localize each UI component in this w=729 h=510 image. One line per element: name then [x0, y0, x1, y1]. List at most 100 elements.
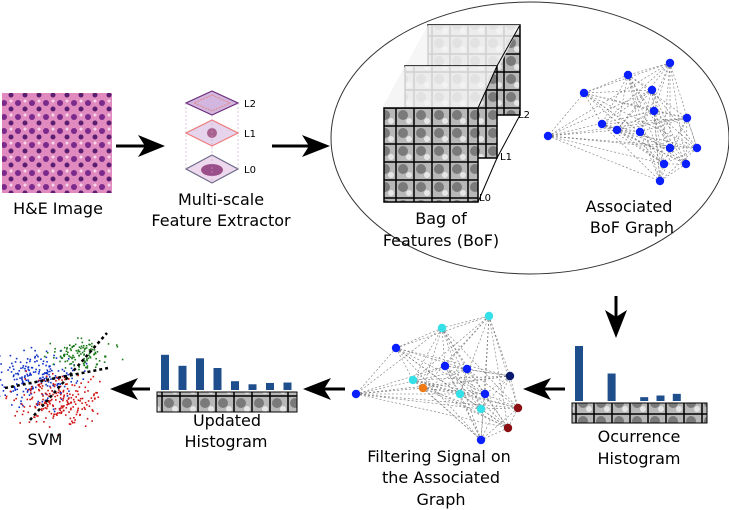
bof-level-l1: L1 — [500, 152, 512, 163]
svm-point-red — [79, 397, 82, 400]
svm-point-red — [37, 415, 39, 417]
bof-graph-edge — [547, 89, 653, 137]
svm-point-red — [55, 380, 57, 382]
svm-point-green — [65, 350, 68, 353]
svm-point-blue — [40, 381, 43, 384]
svm-point-red — [40, 408, 43, 410]
svm-point-red — [58, 400, 61, 403]
svm-point-blue — [2, 390, 5, 392]
arrow-updated-to-svm — [110, 378, 150, 400]
svm-point-blue — [46, 369, 49, 372]
bof-graph-edge — [616, 129, 665, 165]
svm-point-red — [84, 425, 87, 428]
svm-point-blue — [25, 361, 28, 364]
svm-point-red — [38, 383, 41, 386]
svm-point-green — [107, 343, 110, 345]
svm-point-red — [23, 394, 26, 396]
svm-point-blue — [17, 373, 20, 376]
svm-point-green — [86, 366, 88, 369]
svm-point-green — [82, 346, 84, 349]
svm-scatter — [0, 337, 124, 437]
svm-point-blue — [75, 382, 78, 384]
svm-point-green — [88, 354, 90, 357]
svm-point-green — [91, 345, 93, 348]
svm-point-blue — [67, 358, 70, 360]
svm-point-red — [52, 383, 55, 385]
svm-point-green — [75, 349, 78, 352]
svm-point-red — [84, 391, 86, 393]
svm-point-blue — [36, 354, 38, 356]
svm-point-red — [30, 387, 33, 390]
bof-graph-edge — [639, 131, 687, 165]
svm-point-red — [64, 414, 67, 416]
svm-point-red — [96, 412, 99, 415]
svm-point-blue — [13, 385, 16, 388]
svm-point-green — [80, 337, 83, 340]
bof-graph-edge — [686, 117, 698, 149]
filtering-graph-edge — [355, 393, 519, 409]
svm-point-green — [121, 358, 124, 361]
svm-point-green — [94, 352, 97, 355]
svm-point-red — [55, 392, 57, 395]
svm-point-red — [54, 395, 56, 398]
filtering-graph-node — [351, 389, 361, 399]
bof-patch-stacks — [382, 24, 521, 203]
svm-point-blue — [38, 369, 41, 371]
svm-point-blue — [71, 377, 73, 380]
svm-point-green — [72, 354, 74, 357]
filtering-graph-edge — [395, 327, 443, 349]
svm-point-red — [78, 386, 81, 388]
svm-point-blue — [23, 376, 26, 378]
filtering-graph-edge — [480, 407, 519, 410]
bof-graph-edge — [547, 135, 665, 165]
svm-point-red — [58, 408, 61, 410]
bof-graph-edge — [616, 89, 653, 131]
filtering-graph-edge — [444, 365, 482, 410]
svm-point-red — [54, 407, 57, 410]
occurrence-histogram — [575, 346, 681, 401]
svm-point-red — [29, 398, 31, 401]
svm-point-red — [50, 412, 53, 415]
svm-point-red — [99, 380, 101, 383]
bof-graph-edge — [547, 92, 585, 137]
svm-point-red — [26, 398, 29, 401]
updated-histogram-bar — [178, 365, 187, 390]
svm-point-red — [87, 390, 89, 392]
svm-point-red — [62, 390, 65, 393]
extractor-label-line1: Multi-scale — [178, 190, 264, 209]
svm-point-green — [78, 368, 80, 371]
svm-point-red — [27, 389, 29, 391]
svm-point-red — [70, 407, 72, 410]
svm-point-red — [30, 389, 32, 392]
svm-point-red — [45, 407, 48, 410]
svm-point-green — [85, 344, 88, 347]
svm-point-green — [83, 364, 86, 367]
filtering-graph-node — [484, 311, 494, 321]
svm-point-green — [49, 342, 52, 345]
svm-point-red — [97, 396, 100, 399]
svm-point-red — [33, 391, 36, 394]
svm-point-blue — [63, 385, 66, 388]
svm-point-red — [21, 403, 23, 406]
filtering-graph-node — [476, 404, 486, 414]
filtering-graph-node — [503, 423, 513, 433]
svm-point-red — [62, 389, 65, 392]
bof-graph-node — [692, 143, 702, 153]
extractor-level-l2: L2 — [244, 99, 256, 110]
svm-point-red — [15, 397, 17, 400]
svm-point-red — [88, 405, 91, 408]
svm-point-green — [103, 361, 106, 363]
svm-point-blue — [41, 373, 44, 376]
bof-graph-edge — [547, 135, 661, 182]
svm-point-red — [81, 408, 83, 410]
bof-graph-edge — [616, 74, 629, 131]
arrow-graph-to-histogram — [605, 296, 627, 338]
svm-point-red — [42, 398, 44, 401]
updated-patch-strip — [156, 391, 298, 413]
svm-point-green — [53, 356, 55, 359]
svm-point-green — [69, 344, 71, 346]
occurrence-histogram-bar — [672, 393, 681, 401]
bof-graph-edge — [659, 117, 688, 182]
svm-point-blue — [10, 371, 13, 373]
svm-point-green — [78, 350, 81, 353]
